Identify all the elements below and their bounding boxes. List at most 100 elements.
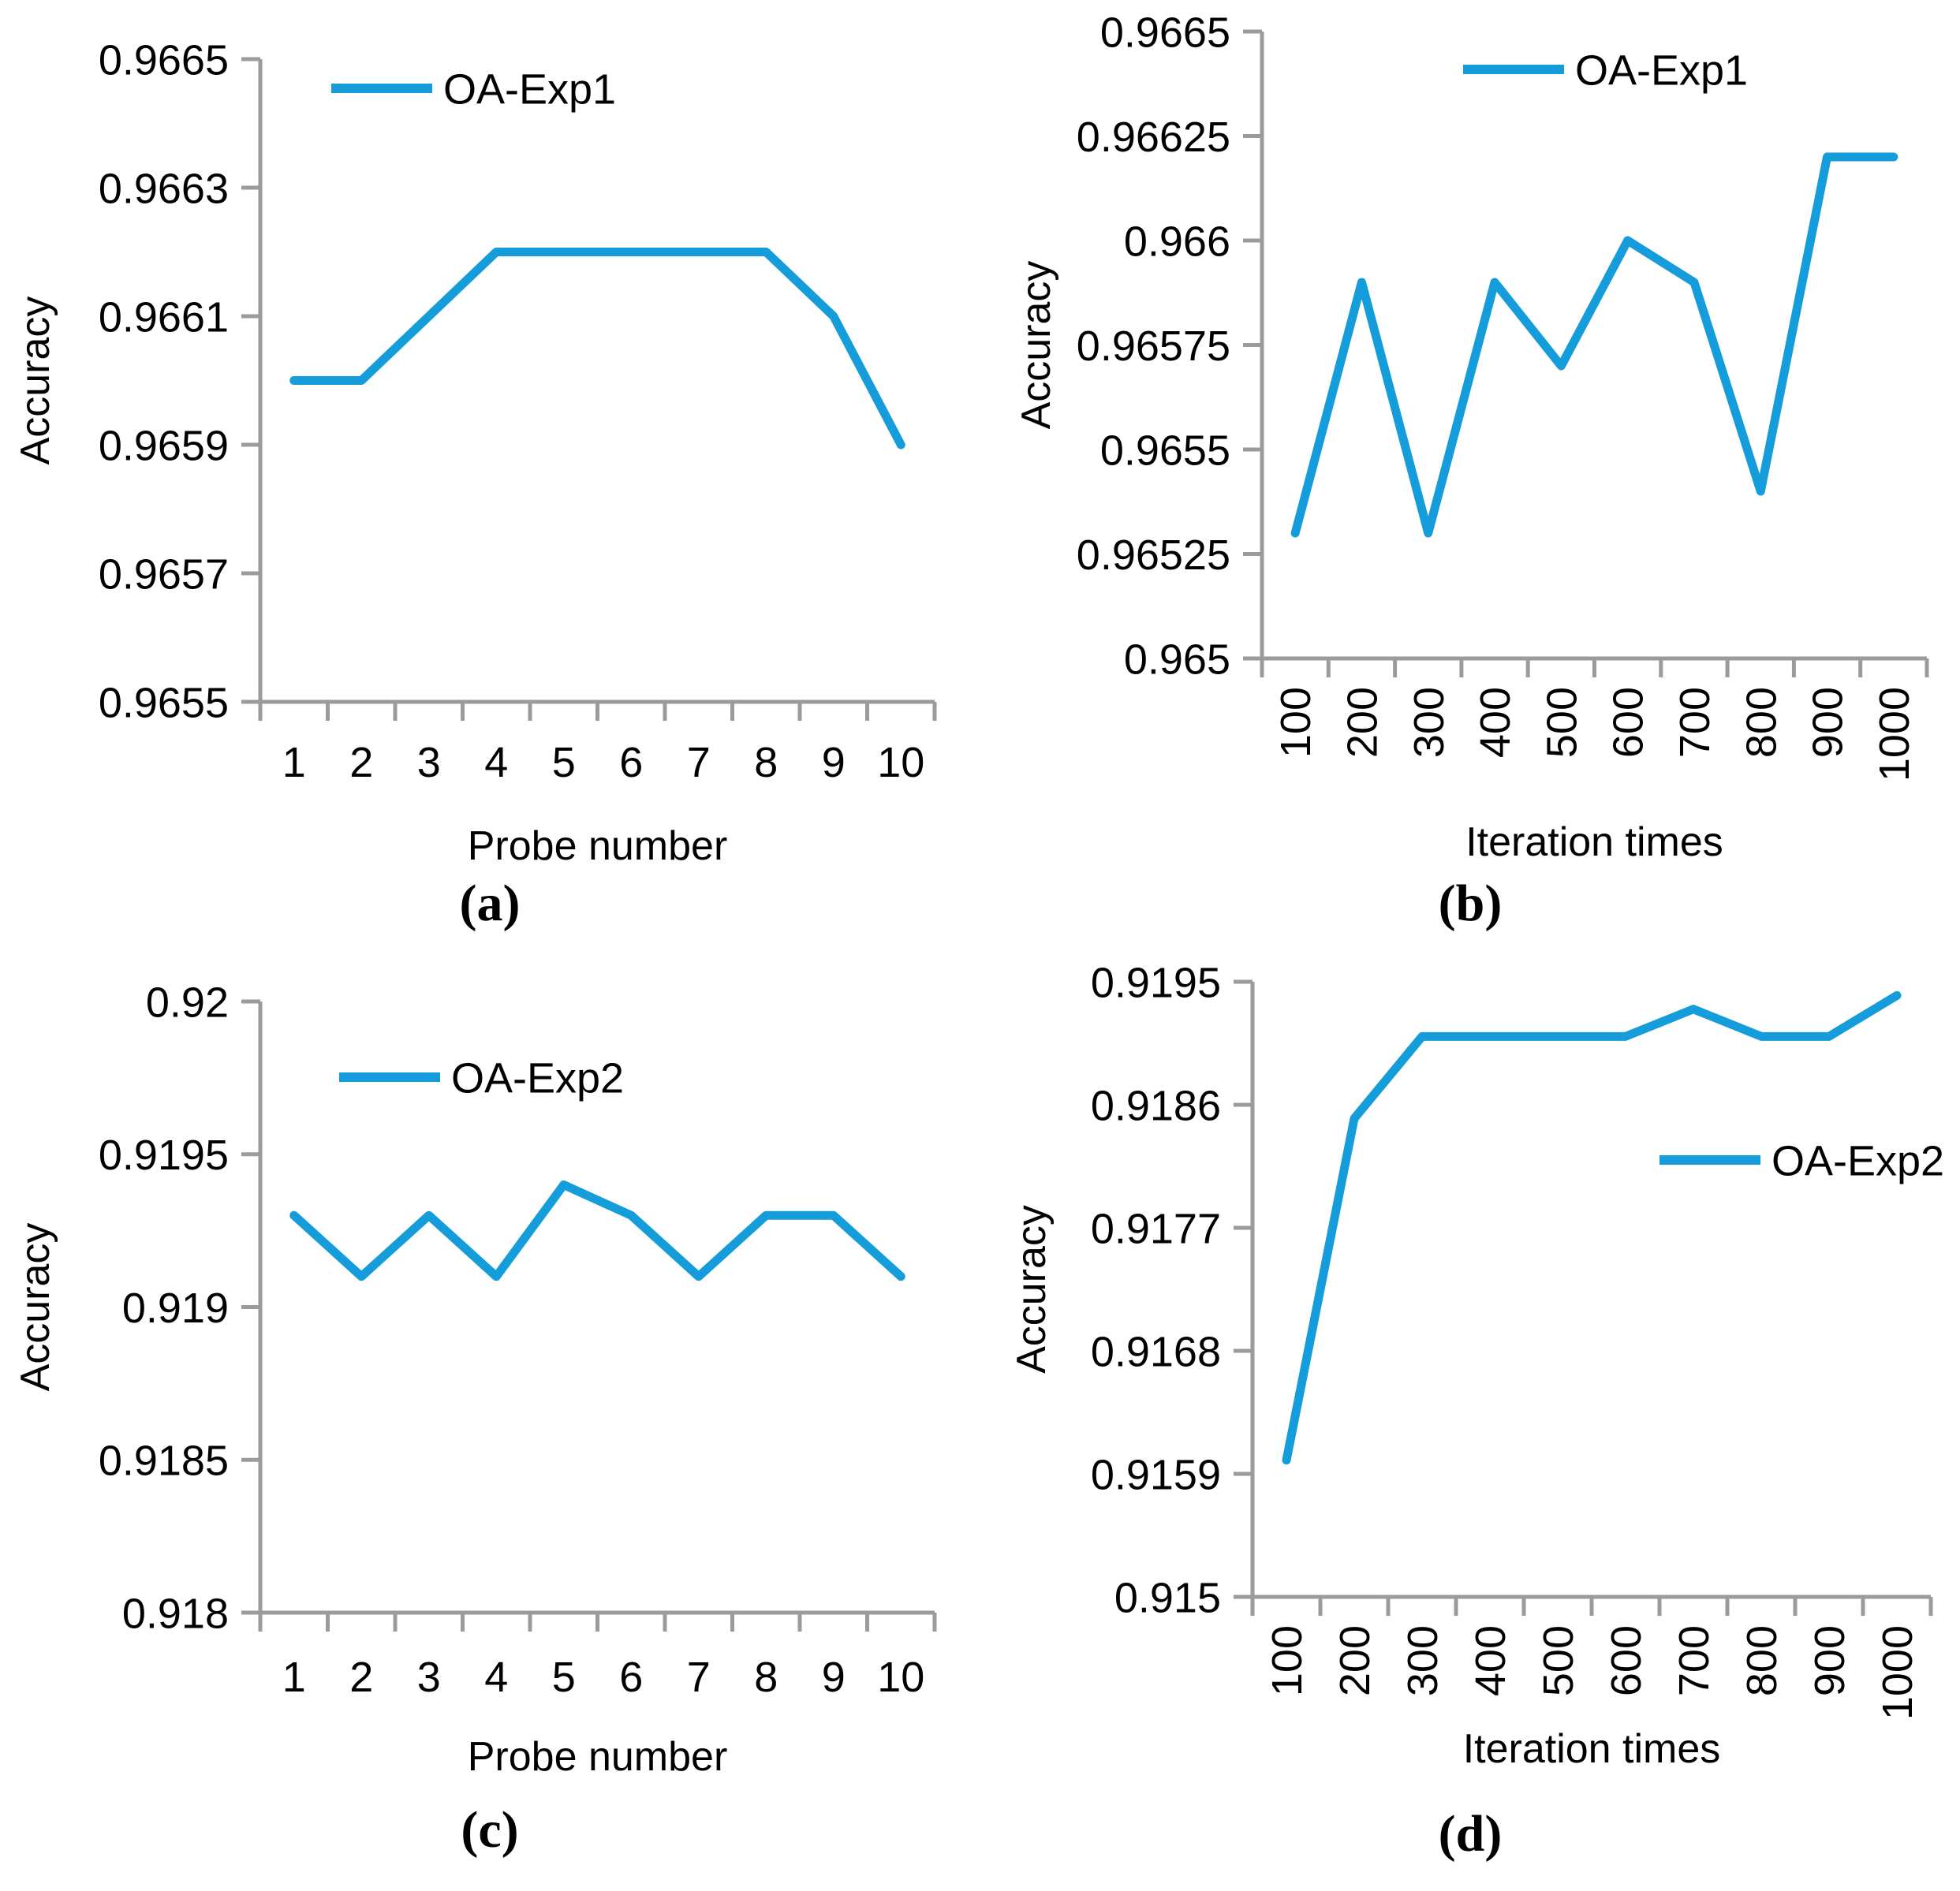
y-tick-labels: 0.9655 0.9657 0.9659 0.9661 0.9663 0.9665 [99,36,229,726]
x-tick-label: 2 [349,1654,373,1701]
chart-b-canvas: 0.965 0.96525 0.9655 0.96575 0.966 0.96625 0.9… [1014,9,1929,865]
panel-a: 0.9655 0.9657 0.9659 0.9661 0.9663 0.9665 1 2 3 4… [0,0,980,950]
caption-c: (c) [461,1801,519,1859]
y-tick-label: 0.9655 [99,679,229,726]
x-tick-label: 600 [1603,1625,1650,1696]
legend-label: OA-Exp2 [451,1054,624,1102]
x-tick-label: 800 [1738,1625,1786,1696]
x-tick-labels: 1 2 3 4 5 6 7 8 9 10 [282,739,925,786]
x-tick-label: 400 [1467,1625,1514,1696]
y-tick-label: 0.96525 [1077,531,1230,579]
y-tick-label: 0.919 [122,1285,229,1332]
y-tick-labels: 0.915 0.9159 0.9168 0.9177 0.9186 0.9195 [1091,959,1221,1621]
legend: OA-Exp2 [1659,1137,1944,1184]
x-tick-label: 500 [1535,1625,1582,1696]
legend: OA-Exp1 [1463,47,1748,94]
y-tick-label: 0.9657 [99,550,229,598]
y-axis-title: Accuracy [13,297,58,465]
y-tick-label: 0.96625 [1077,114,1230,161]
y-tick-labels: 0.965 0.96525 0.9655 0.96575 0.966 0.96625 0.9… [1077,9,1230,683]
axes [1234,979,1933,1616]
x-tick-label: 1000 [1871,687,1918,781]
x-tick-label: 200 [1331,1625,1379,1696]
y-tick-label: 0.9195 [99,1132,229,1179]
y-tick-label: 0.92 [146,979,229,1026]
x-tick-label: 1 [282,1654,306,1701]
x-axis-title: Iteration times [1463,1726,1721,1772]
x-tick-label: 700 [1671,687,1719,758]
caption-b: (b) [1438,875,1503,932]
x-tick-label: 9 [822,1654,846,1701]
y-tick-label: 0.9665 [1100,9,1230,56]
x-tick-label: 10 [877,1654,924,1701]
x-tick-label: 800 [1738,687,1785,758]
y-axis-title: Accuracy [13,1223,58,1392]
legend: OA-Exp2 [339,1054,624,1102]
y-tick-labels: 0.918 0.9185 0.919 0.9195 0.92 [99,979,229,1637]
chart-c-canvas: 0.918 0.9185 0.919 0.9195 0.92 1 2 3 4 5 6 7 8 9 10 OA-… [13,979,937,1780]
y-tick-label: 0.9663 [99,165,229,212]
y-tick-label: 0.96575 [1077,323,1230,370]
x-tick-label: 10 [877,739,924,786]
axes [241,999,937,1632]
x-tick-label: 300 [1399,1625,1447,1696]
y-tick-label: 0.966 [1124,218,1230,265]
x-tick-label: 100 [1272,687,1320,758]
x-tick-label: 1000 [1874,1625,1921,1720]
series-line-oa-exp2 [1282,990,1902,1465]
x-tick-label: 900 [1805,687,1852,758]
chart-a-canvas: 0.9655 0.9657 0.9659 0.9661 0.9663 0.9665 1 2 3 4… [13,36,937,869]
caption-d: (d) [1438,1805,1503,1863]
x-tick-label: 8 [754,739,778,786]
y-axis-title: Accuracy [1009,1205,1055,1374]
x-tick-label: 3 [417,1654,441,1701]
y-tick-label: 0.9186 [1091,1082,1221,1129]
y-tick-label: 0.9177 [1091,1205,1221,1252]
x-tick-label: 7 [687,1654,711,1701]
panel-c: 0.918 0.9185 0.919 0.9195 0.92 1 2 3 4 5 6 7 8 9 10 OA-… [0,950,980,1891]
x-tick-label: 3 [417,739,441,786]
x-tick-labels: 100 200 300 400 500 600 700 800 900 1000 [1272,687,1918,781]
y-tick-label: 0.9168 [1091,1328,1221,1375]
y-tick-label: 0.9659 [99,422,229,469]
x-tick-label: 6 [619,1654,643,1701]
y-tick-label: 0.9655 [1100,427,1230,474]
y-tick-label: 0.915 [1114,1574,1221,1621]
x-tick-label: 300 [1406,687,1453,758]
legend-label: OA-Exp1 [443,65,616,113]
y-tick-label: 0.9665 [99,36,229,84]
x-axis-title: Iteration times [1465,819,1723,865]
y-tick-label: 0.9195 [1091,959,1221,1006]
legend: OA-Exp1 [331,65,616,113]
panel-b: 0.965 0.96525 0.9655 0.96575 0.966 0.96625 0.9… [980,0,1960,950]
x-tick-label: 200 [1338,687,1386,758]
x-tick-label: 5 [552,739,576,786]
y-axis-title: Accuracy [1014,261,1059,430]
x-axis-title: Probe number [468,1734,728,1780]
x-tick-label: 1 [282,739,306,786]
y-tick-label: 0.918 [122,1590,229,1637]
y-tick-label: 0.9185 [99,1438,229,1485]
x-tick-label: 600 [1605,687,1652,758]
y-tick-label: 0.9159 [1091,1451,1221,1498]
chart-d-canvas: 0.915 0.9159 0.9168 0.9177 0.9186 0.9195 100 20… [1009,959,1944,1772]
x-tick-labels: 100 200 300 400 500 600 700 800 900 1000 [1264,1625,1921,1720]
series-line-oa-exp2 [289,1180,905,1281]
x-tick-label: 100 [1264,1625,1311,1696]
x-tick-label: 4 [484,739,508,786]
x-tick-label: 4 [484,1654,508,1701]
x-tick-label: 9 [822,739,846,786]
series-line-oa-exp1 [289,248,905,449]
x-tick-label: 700 [1671,1625,1718,1696]
panel-d: 0.915 0.9159 0.9168 0.9177 0.9186 0.9195 100 20… [980,950,1960,1891]
x-tick-labels: 1 2 3 4 5 6 7 8 9 10 [282,1654,925,1701]
caption-a: (a) [459,875,521,932]
legend-label: OA-Exp2 [1771,1137,1944,1184]
x-tick-label: 8 [754,1654,778,1701]
axes [241,57,937,721]
x-tick-label: 6 [619,739,643,786]
x-tick-label: 5 [552,1654,576,1701]
y-tick-label: 0.965 [1124,636,1230,683]
x-tick-label: 400 [1472,687,1519,758]
